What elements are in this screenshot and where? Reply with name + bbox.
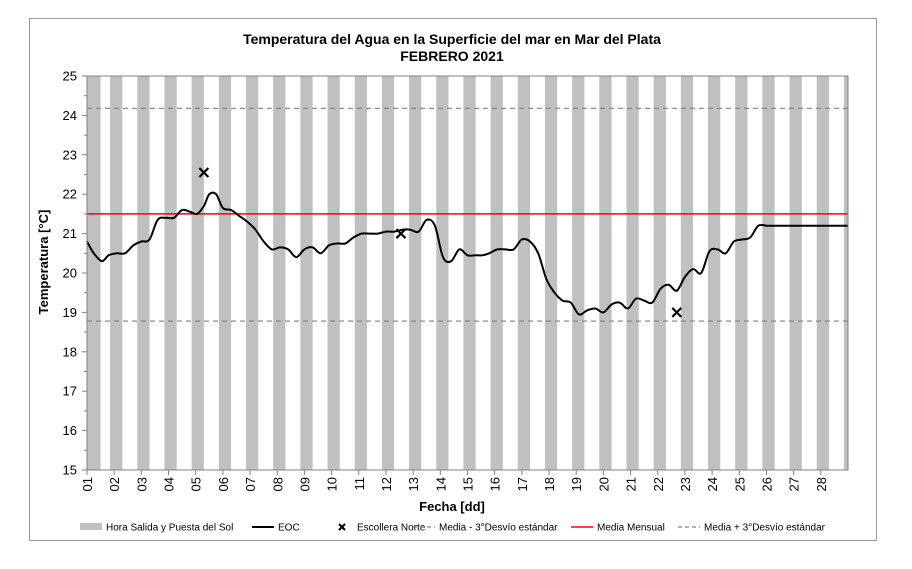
x-tick-label: 25 [732, 477, 747, 491]
y-tick-label: 18 [63, 344, 77, 359]
night-band-29 [843, 76, 848, 470]
legend-swatch-night [80, 523, 102, 530]
legend-item-1: Hora Salida y Puesta del Sol [80, 523, 233, 534]
legend-swatch-escollera [338, 523, 346, 531]
y-tick-label: 15 [63, 463, 77, 478]
night-band-22 [653, 76, 666, 470]
y-tick-label: 25 [63, 69, 77, 84]
x-tick-label: 22 [651, 477, 666, 491]
night-band-7 [245, 76, 259, 470]
x-tick-label: 17 [515, 477, 530, 491]
axes: 15 16 17 18 19 20 21 22 23 24 25 01 02 03 04 05 06 07 08 09… [63, 69, 849, 491]
x-tick-label: 16 [488, 477, 503, 491]
escollera-norte-point-1 [198, 167, 210, 178]
x-axis-title: Fecha [dd] [419, 499, 485, 514]
night-band-16 [490, 76, 503, 470]
night-band-14 [436, 76, 449, 470]
night-band-15 [463, 76, 476, 470]
night-band-27 [789, 76, 802, 470]
y-tick-label: 20 [63, 266, 77, 281]
x-tick-label: 27 [787, 477, 802, 491]
night-band-2 [110, 76, 123, 470]
y-axis-title: Temperatura [°C] [36, 210, 51, 315]
legend-label: Media Mensual [597, 523, 665, 534]
legend-label: Media + 3°Desvío estándar [704, 523, 826, 534]
x-tick-label: 08 [270, 477, 285, 491]
x-tick-label: 03 [134, 477, 149, 491]
x-tick-label: 14 [433, 477, 448, 491]
night-band-20 [599, 76, 612, 470]
legend: Hora Salida y Puesta del Sol EOC Escollera… [80, 523, 826, 534]
legend-label: EOC [278, 523, 300, 534]
night-band-28 [816, 76, 829, 470]
night-band-26 [762, 76, 775, 470]
night-band-17 [517, 76, 531, 470]
night-band-4 [164, 76, 177, 470]
x-tick-label: 19 [569, 477, 584, 491]
chart-title: Temperatura del Agua en la Superficie de… [243, 31, 661, 47]
night-band-21 [626, 76, 639, 470]
reference-lines [87, 107, 848, 322]
legend-item-4: Media - 3°Desvío estándar [413, 523, 558, 534]
night-band-19 [572, 76, 585, 470]
legend-label: Media - 3°Desvío estándar [439, 523, 558, 534]
chart-subtitle: FEBRERO 2021 [400, 48, 504, 64]
series-group [86, 167, 848, 318]
night-band-12 [381, 76, 395, 470]
x-tick-label: 05 [189, 477, 204, 491]
night-band-25 [735, 76, 748, 470]
night-band-3 [137, 76, 150, 470]
x-tick-label: 07 [243, 477, 258, 491]
night-band-1 [87, 76, 101, 470]
legend-item-6: Media + 3°Desvío estándar [678, 523, 826, 534]
x-tick-label: 01 [80, 477, 95, 491]
x-tick-label: 09 [297, 477, 312, 491]
night-band-8 [273, 76, 286, 470]
x-tick-label: 23 [678, 477, 693, 491]
y-tick-label: 21 [63, 226, 77, 241]
x-tick-label: 06 [216, 477, 231, 491]
x-tick-label: 24 [705, 477, 720, 491]
y-tick-label: 23 [63, 147, 77, 162]
night-band-24 [708, 76, 721, 470]
night-bands [87, 76, 848, 470]
x-tick-label: 13 [406, 477, 421, 491]
x-tick-label: 15 [461, 477, 476, 491]
x-tick-label: 04 [162, 477, 177, 491]
escollera-norte-point-3 [671, 307, 683, 318]
eoc-series-line [86, 191, 848, 316]
night-band-13 [409, 76, 422, 470]
y-tick-label: 16 [63, 423, 77, 438]
legend-item-5: Media Mensual [571, 523, 665, 534]
x-tick-label: 02 [107, 477, 122, 491]
night-band-18 [544, 76, 558, 470]
y-tick-label: 22 [63, 187, 77, 202]
legend-item-2: EOC [252, 523, 300, 534]
legend-label: Escollera Norte [357, 523, 426, 534]
escollera-norte-point-2 [395, 228, 407, 239]
night-band-9 [300, 76, 313, 470]
x-tick-label: 20 [596, 477, 611, 491]
y-tick-label: 19 [63, 305, 77, 320]
x-tick-label: 12 [379, 477, 394, 491]
x-tick-label: 10 [325, 477, 340, 491]
x-tick-label: 28 [814, 477, 829, 491]
legend-label: Hora Salida y Puesta del Sol [106, 523, 233, 534]
x-tick-label: 21 [624, 477, 639, 491]
night-band-5 [191, 76, 204, 470]
x-tick-label: 26 [759, 477, 774, 491]
legend-item-3: Escollera Norte [338, 523, 426, 534]
y-tick-label: 17 [63, 384, 77, 399]
night-band-11 [354, 76, 367, 470]
y-tick-label: 24 [63, 108, 77, 123]
x-tick-label: 11 [352, 477, 367, 491]
night-band-6 [218, 76, 232, 470]
night-band-10 [327, 76, 340, 470]
x-tick-label: 18 [542, 477, 557, 491]
